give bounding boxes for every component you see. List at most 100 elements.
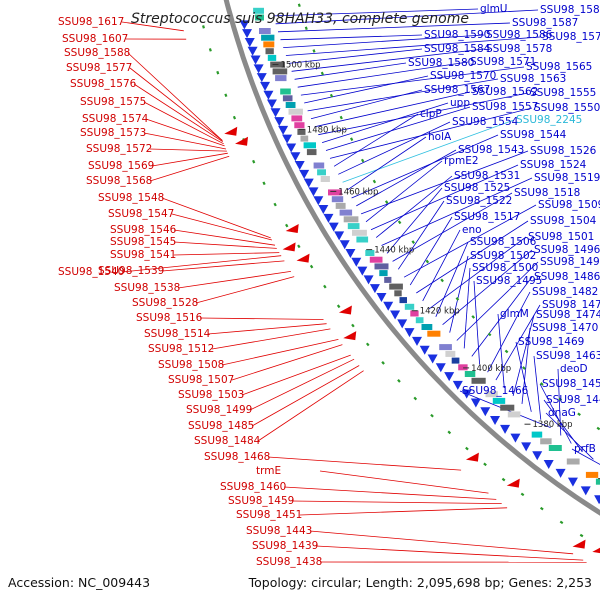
reverse-arrow bbox=[244, 37, 255, 47]
reverse-arrow bbox=[376, 292, 387, 302]
gene-label-right: SSU98_1509 bbox=[538, 199, 600, 211]
feature-block bbox=[343, 216, 359, 223]
feature-block bbox=[285, 102, 296, 108]
gene-label-left: SSU98_1568 bbox=[86, 175, 152, 187]
right-connector bbox=[543, 399, 583, 452]
right-connector bbox=[329, 107, 533, 159]
forward-arrow bbox=[224, 126, 238, 136]
gene-label-right: SSU98_1519 bbox=[534, 172, 600, 184]
gene-label-left: SSU98_1512 bbox=[148, 343, 214, 355]
right-connector bbox=[297, 61, 469, 88]
reverse-arrow bbox=[299, 169, 310, 179]
feature-block bbox=[595, 478, 600, 485]
gene-label-left: SSU98_1574 bbox=[82, 113, 149, 125]
left-connector bbox=[161, 197, 271, 239]
gene-label-left: SSU98_1485 bbox=[188, 420, 254, 432]
gene-label-right: SSU98_1562 bbox=[472, 86, 538, 98]
feature-block bbox=[297, 128, 306, 135]
feature-block bbox=[294, 122, 305, 129]
gene-label-left: SSU98_1503 bbox=[178, 389, 244, 401]
left-connector bbox=[315, 545, 584, 561]
feature-block bbox=[300, 135, 309, 142]
right-connector bbox=[545, 412, 594, 460]
right-connector bbox=[370, 164, 519, 231]
forward-arrow bbox=[235, 136, 249, 146]
reverse-arrow bbox=[411, 336, 422, 346]
left-connector bbox=[173, 252, 280, 256]
gene-label-right: SSU98_1526 bbox=[530, 145, 597, 157]
feature-block bbox=[306, 149, 317, 156]
accession-label: Accession: NC_009443 bbox=[8, 575, 150, 590]
feature-block bbox=[356, 236, 369, 243]
gene-label-right: SSU98_1452 bbox=[542, 378, 600, 390]
gene-label-right: SSU98_1495 bbox=[476, 275, 542, 287]
gene-label-right: SSU98_1579 bbox=[542, 31, 600, 43]
reverse-arrow bbox=[490, 416, 501, 426]
left-connector bbox=[173, 229, 276, 246]
reverse-arrow bbox=[555, 468, 566, 478]
reverse-arrow bbox=[282, 134, 293, 144]
feature-block bbox=[410, 310, 419, 317]
gene-label-right: prfB bbox=[574, 443, 596, 455]
reverse-arrow bbox=[390, 310, 401, 320]
gene-label-right: SSU98_1496 bbox=[534, 244, 600, 256]
gene-label-right: SSU98_1474 bbox=[536, 309, 600, 321]
reverse-arrow bbox=[510, 433, 521, 443]
gene-label-right: SSU98_1555 bbox=[530, 87, 596, 99]
right-connector bbox=[283, 34, 485, 48]
gene-label-left: SSU98_1439 bbox=[252, 540, 318, 552]
feature-block bbox=[313, 162, 325, 169]
gene-label-right: SSU98_1500 bbox=[472, 262, 538, 274]
gene-label-left: SSU98_1538 bbox=[114, 282, 180, 294]
left-connector bbox=[121, 255, 282, 273]
gene-label-left: SSU98_1514 bbox=[144, 328, 211, 340]
reverse-arrow bbox=[427, 354, 438, 364]
gene-label-right: glmM bbox=[500, 308, 529, 320]
feature-block bbox=[259, 28, 271, 34]
gene-label-right: rpmE2 bbox=[444, 155, 479, 167]
gene-label-right: deoD bbox=[560, 363, 588, 375]
feature-block bbox=[339, 209, 353, 216]
left-connector bbox=[149, 155, 230, 182]
reverse-arrow bbox=[286, 143, 297, 153]
reverse-arrow bbox=[363, 275, 374, 285]
left-connector bbox=[299, 507, 508, 516]
feature-block bbox=[335, 202, 346, 209]
gene-label-right: SSU98_2245 bbox=[516, 114, 582, 126]
right-connector bbox=[409, 216, 453, 286]
gene-label-left: SSU98_1569 bbox=[88, 160, 154, 172]
left-connector bbox=[149, 148, 227, 152]
right-connector bbox=[294, 62, 407, 80]
right-connector bbox=[521, 327, 531, 404]
gene-label-right: SSU98_1543 bbox=[458, 144, 524, 156]
left-connector bbox=[173, 241, 277, 249]
right-connector bbox=[381, 177, 533, 246]
gene-label-left: SSU98_1607 bbox=[62, 33, 128, 45]
reverse-arrow bbox=[594, 495, 600, 505]
right-connector bbox=[392, 192, 513, 262]
forward-arrow bbox=[506, 478, 520, 488]
map-title: Streptococcus suis 98HAH33, complete gen… bbox=[131, 11, 469, 27]
right-connector bbox=[463, 267, 471, 349]
gene-label-right: SSU98_1580 bbox=[408, 57, 474, 69]
feature-block bbox=[291, 115, 303, 122]
gene-label-right: SSU98_1550 bbox=[534, 102, 600, 114]
left-connector bbox=[171, 213, 273, 241]
right-connector bbox=[280, 34, 423, 41]
feature-block bbox=[421, 324, 433, 330]
gene-label-left: SSU98_1572 bbox=[86, 143, 152, 155]
gene-label-right: SSU98_1565 bbox=[526, 61, 592, 73]
feature-block bbox=[540, 438, 552, 445]
left-connector bbox=[251, 365, 360, 427]
reverse-arrow bbox=[242, 29, 253, 39]
forward-arrow bbox=[296, 253, 310, 263]
reverse-arrow bbox=[435, 363, 446, 373]
left-connector bbox=[283, 486, 497, 500]
gene-label-left: trmE bbox=[256, 465, 281, 477]
gene-label-right: SSU98_1506 bbox=[470, 236, 537, 248]
gene-label-left: SSU98_1548 bbox=[98, 192, 164, 204]
gene-label-left: SSU98_1451 bbox=[236, 509, 302, 521]
tick-label: 1420 kbp bbox=[420, 307, 460, 317]
left-connector bbox=[241, 354, 351, 396]
right-connector bbox=[285, 36, 541, 56]
